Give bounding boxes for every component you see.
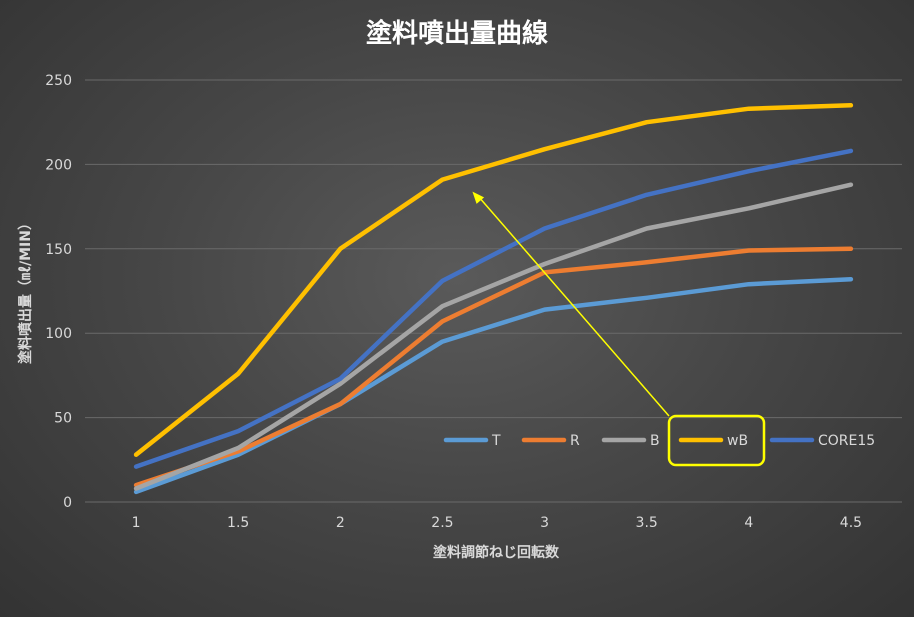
y-tick-label: 250 xyxy=(45,73,72,89)
legend-label-core15: CORE15 xyxy=(818,433,875,449)
x-tick-label: 3.5 xyxy=(636,515,658,531)
legend-label-t: T xyxy=(491,433,501,449)
x-tick-label: 2 xyxy=(336,515,345,531)
y-tick-label: 100 xyxy=(45,326,72,342)
x-tick-label: 1 xyxy=(132,515,141,531)
legend-label-b: B xyxy=(650,433,660,449)
x-axis-ticks: 1 1.5 2 2.5 3 3.5 4 4.5 xyxy=(132,515,862,531)
x-axis-title: 塗料調節ねじ回転数 xyxy=(433,544,560,561)
annotation-arrow xyxy=(478,197,670,417)
series-line-b xyxy=(133,182,854,491)
highlight-box xyxy=(667,414,766,467)
series-line-wb xyxy=(133,103,854,457)
chart-title: 塗料噴出量曲線 xyxy=(366,18,548,49)
x-tick-label: 2.5 xyxy=(431,515,453,531)
x-tick-label: 3 xyxy=(540,515,549,531)
series-line-r xyxy=(133,246,854,488)
annotation xyxy=(472,191,766,467)
y-axis-title: 塗料噴出量（㎖/MIN） xyxy=(17,216,34,364)
legend-label-r: R xyxy=(570,433,580,449)
x-tick-label: 4.5 xyxy=(840,515,862,531)
x-tick-label: 1.5 xyxy=(227,515,249,531)
series-line-t xyxy=(133,276,854,495)
y-tick-label: 50 xyxy=(54,411,72,427)
y-tick-label: 150 xyxy=(45,242,72,258)
annotation-arrowhead xyxy=(472,191,485,204)
x-tick-label: 4 xyxy=(744,515,753,531)
legend-label-wb: wB xyxy=(727,433,748,449)
y-tick-label: 0 xyxy=(63,495,72,511)
series-lines xyxy=(133,103,854,495)
series-line-core15 xyxy=(133,148,854,469)
y-tick-label: 200 xyxy=(45,157,72,173)
y-axis-ticks: 0 50 100 150 200 250 xyxy=(45,73,72,511)
